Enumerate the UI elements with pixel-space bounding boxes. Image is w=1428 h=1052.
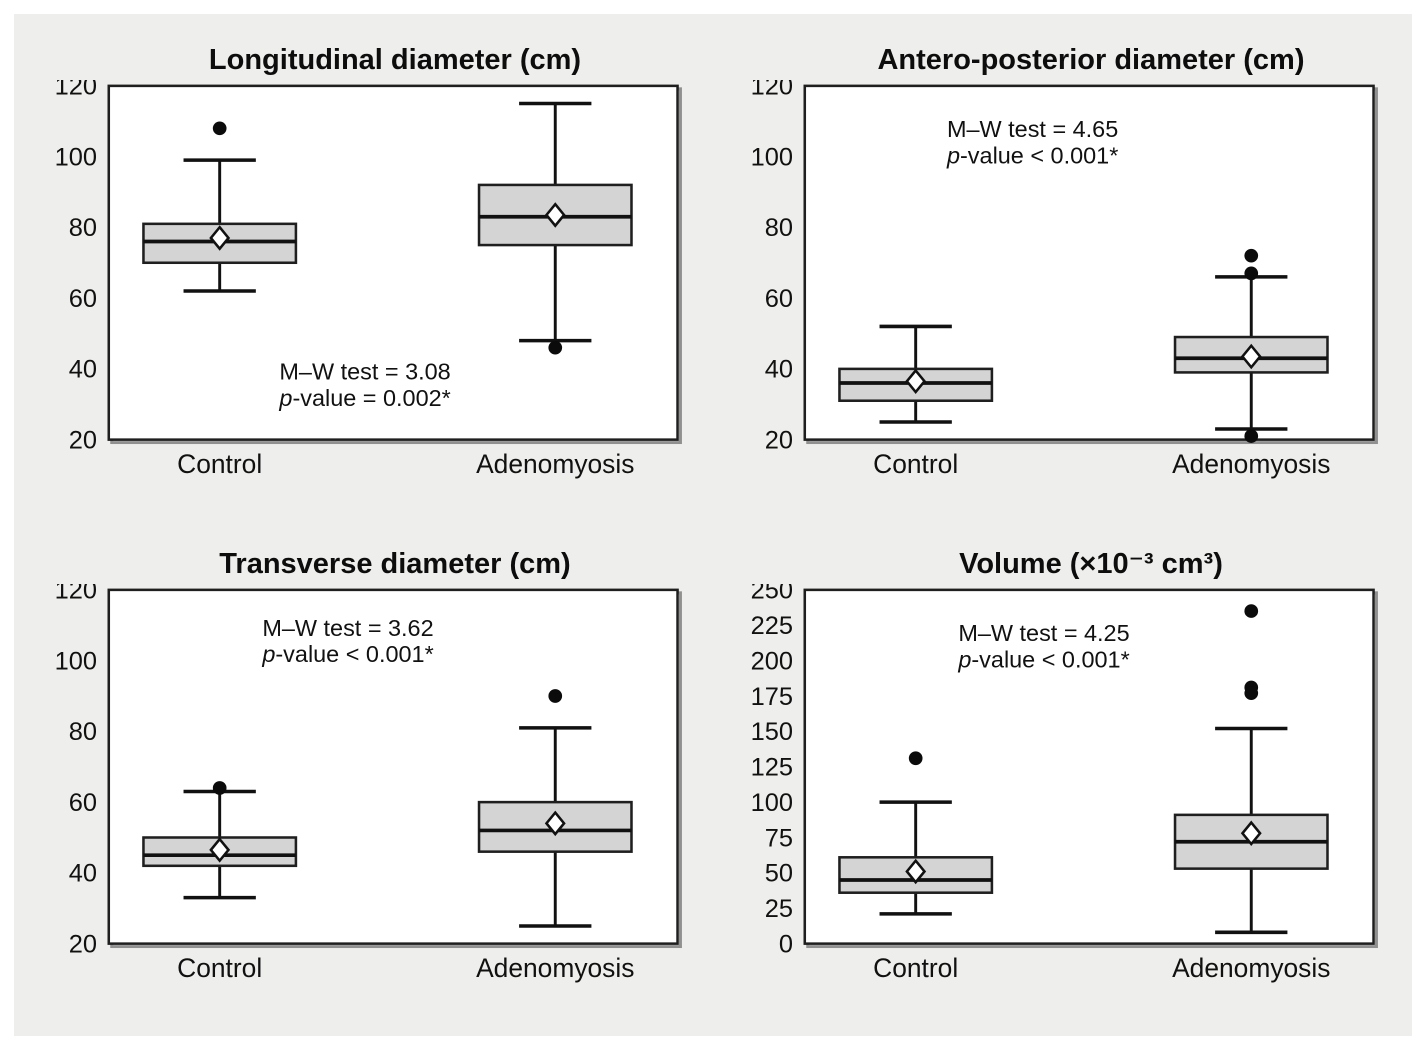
category-label: Adenomyosis [476, 953, 634, 983]
stats-annotation-line: M–W test = 4.25 [958, 620, 1129, 646]
y-tick-label: 200 [751, 647, 793, 675]
y-tick-label: 175 [751, 683, 793, 711]
boxplot-volume-svg: 0 25 50 75 100 125 150 175 200 225 250 Control Adeno… [751, 584, 1378, 983]
y-tick-label: 80 [765, 214, 793, 242]
y-tick-label: 80 [69, 214, 97, 242]
y-tick-label: 25 [765, 895, 793, 923]
outlier-dot [1244, 604, 1259, 618]
y-tick-label: 60 [765, 285, 793, 313]
y-tick-label: 20 [69, 930, 97, 958]
plot-frame [107, 588, 679, 945]
mean-diamond-marker [544, 810, 566, 837]
y-tick-label: 100 [55, 143, 97, 171]
panel-title: Antero-posterior diameter (cm) [877, 44, 1305, 76]
y-tick-label: 100 [751, 143, 793, 171]
stats-annotation-line: M–W test = 3.08 [279, 358, 450, 384]
mean-diamond-marker [544, 202, 566, 228]
stats-annotation-line: p-value < 0.001* [957, 647, 1129, 673]
outlier-dot [212, 121, 227, 136]
y-tick-label: 250 [751, 584, 793, 605]
mean-diamond-marker [1240, 820, 1262, 847]
y-tick-label: 60 [69, 285, 97, 313]
boxplot-longitudinal-svg: 20 40 60 80 100 120 Control Adenomyosis M–W test… [55, 80, 682, 479]
y-tick-label: 75 [765, 824, 793, 852]
category-label: Control [873, 953, 958, 983]
y-tick-label: 100 [55, 647, 97, 675]
outlier-dot [1244, 248, 1259, 263]
panel-transverse-diameter: Transverse diameter (cm) 20 40 60 80 100 120 C… [16, 544, 698, 1014]
outlier-dot [548, 689, 563, 703]
y-tick-label: 225 [751, 612, 793, 640]
outlier-dot [1244, 429, 1259, 443]
stats-annotation-line: M–W test = 4.65 [947, 116, 1118, 142]
panel-longitudinal-diameter: Longitudinal diameter (cm) 20 40 60 80 100 12… [16, 40, 698, 510]
y-tick-label: 100 [751, 789, 793, 817]
stats-annotation-line: p-value < 0.001* [261, 641, 433, 667]
mean-diamond-marker [209, 837, 231, 863]
y-tick-label: 120 [55, 584, 97, 605]
y-tick-label: 0 [779, 930, 793, 958]
outlier-dot [212, 781, 227, 795]
stats-annotation-line: p-value < 0.001* [946, 143, 1118, 169]
category-label: Control [873, 449, 958, 479]
y-tick-label: 50 [765, 860, 793, 888]
y-tick-label: 150 [751, 718, 793, 746]
outlier-dot [908, 751, 923, 766]
y-tick-label: 120 [751, 80, 793, 101]
panel-title: Longitudinal diameter (cm) [208, 44, 582, 76]
y-tick-label: 80 [69, 718, 97, 746]
mean-diamond-marker [209, 225, 231, 251]
boxplot-transverse-svg: 20 40 60 80 100 120 Control Adenomyosis M–W test… [55, 584, 682, 983]
panel-antero-posterior-diameter: Antero-posterior diameter (cm) 20 40 60 80 1… [712, 40, 1394, 510]
stats-annotation-line: M–W test = 3.62 [262, 615, 433, 641]
outlier-dot [1244, 266, 1259, 281]
panel-volume: Volume (×10⁻³ cm³) 0 25 50 75 100 125 150 175 20… [712, 544, 1394, 1014]
y-tick-label: 20 [765, 426, 793, 454]
y-tick-label: 40 [69, 356, 97, 384]
y-tick-label: 120 [55, 80, 97, 101]
y-tick-label: 40 [765, 356, 793, 384]
panel-title: Volume (×10⁻³ cm³) [959, 548, 1223, 580]
category-label: Adenomyosis [476, 449, 634, 479]
category-label: Control [177, 449, 262, 479]
y-tick-label: 20 [69, 426, 97, 454]
stats-annotation-line: p-value = 0.002* [278, 385, 450, 411]
mean-diamond-marker [905, 858, 927, 885]
outlier-dot [1244, 686, 1259, 701]
outlier-dot [548, 340, 563, 355]
category-label: Adenomyosis [1172, 953, 1330, 983]
boxplot-figure: Longitudinal diameter (cm) 20 40 60 80 100 12… [14, 14, 1412, 1036]
mean-diamond-marker [1240, 343, 1262, 370]
y-tick-label: 40 [69, 860, 97, 888]
boxplot-antero-posterior-svg: 20 40 60 80 100 120 Control Adenomyosis M–W test… [751, 80, 1378, 479]
y-tick-label: 125 [751, 754, 793, 782]
category-label: Adenomyosis [1172, 449, 1330, 479]
panel-title: Transverse diameter (cm) [219, 548, 571, 580]
mean-diamond-marker [905, 368, 927, 395]
category-label: Control [177, 953, 262, 983]
y-tick-label: 60 [69, 789, 97, 817]
